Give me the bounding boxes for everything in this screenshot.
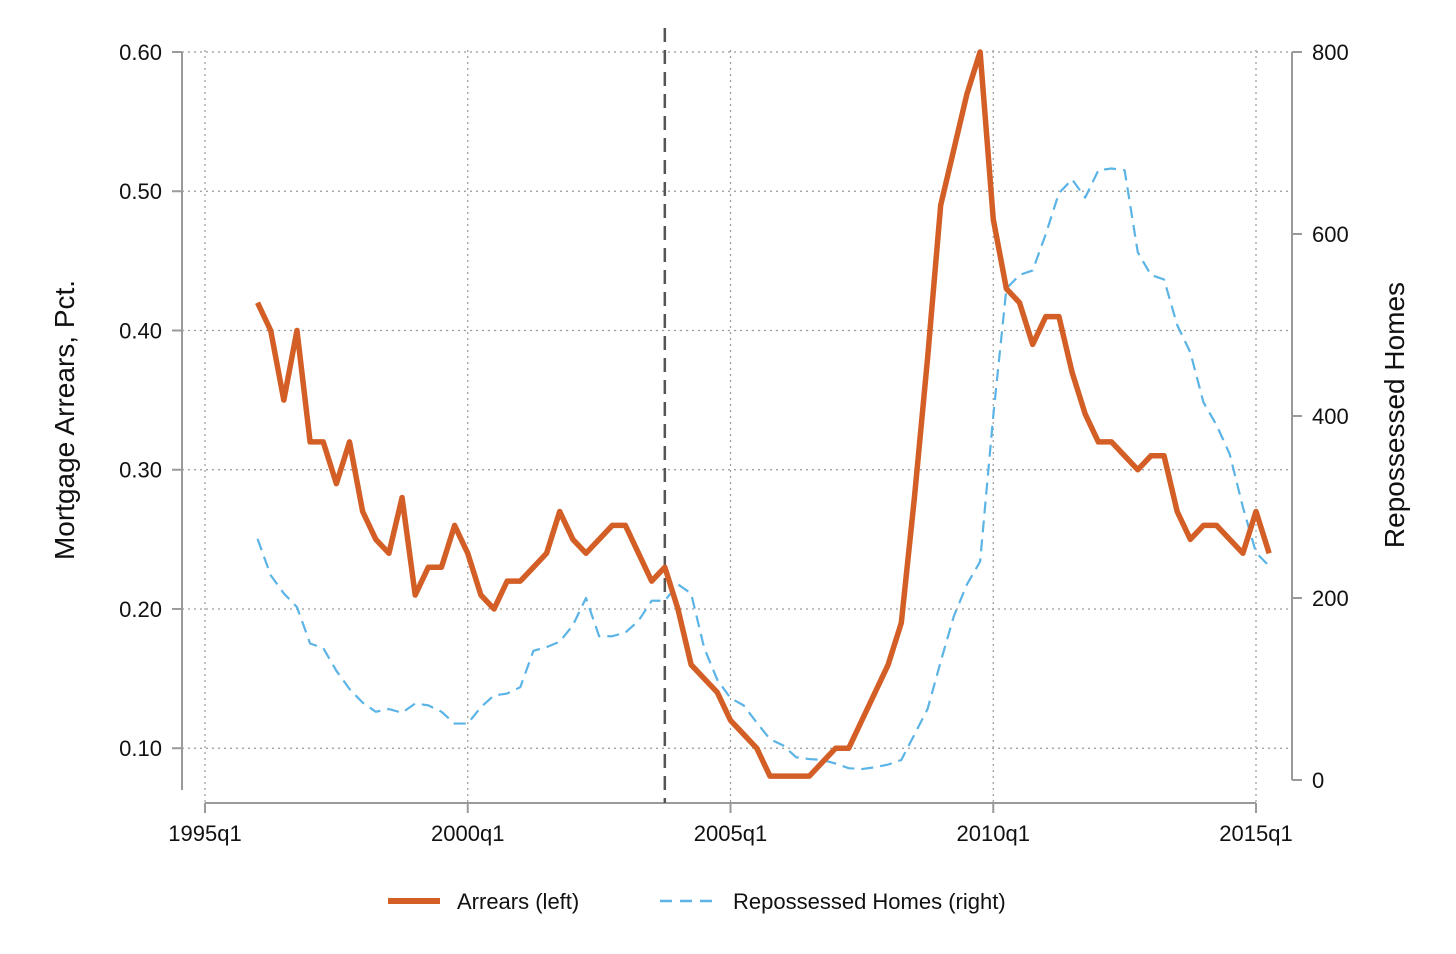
right-tick-label: 400 — [1312, 404, 1349, 429]
series-lines — [255, 49, 1272, 779]
bottom-tick-label: 2015q1 — [1219, 821, 1292, 846]
left-tick-label: 0.50 — [119, 179, 162, 204]
axes — [172, 51, 1302, 813]
grid-lines — [182, 50, 1292, 803]
left-axis-title: Mortgage Arrears, Pct. — [49, 280, 80, 560]
left-tick-label: 0.30 — [119, 458, 162, 483]
legend-label-arrears: Arrears (left) — [457, 889, 579, 914]
right-tick-label: 800 — [1312, 40, 1349, 65]
bottom-tick-label: 2000q1 — [431, 821, 504, 846]
repossessed-homes-line — [256, 167, 1270, 771]
legend-label-repossessed: Repossessed Homes (right) — [733, 889, 1006, 914]
left-tick-label: 0.60 — [119, 40, 162, 65]
left-tick-label: 0.20 — [119, 597, 162, 622]
arrears-line — [255, 49, 1272, 779]
left-tick-label: 0.40 — [119, 318, 162, 343]
bottom-tick-label: 2010q1 — [957, 821, 1030, 846]
right-tick-label: 200 — [1312, 586, 1349, 611]
right-axis-title: Repossessed Homes — [1379, 282, 1410, 548]
right-tick-label: 0 — [1312, 768, 1324, 793]
bottom-tick-label: 2005q1 — [694, 821, 767, 846]
tick-labels: 0.10 0.20 0.30 0.40 0.50 0.60 0 200 400 600 800 199… — [119, 40, 1349, 846]
bottom-tick-label: 1995q1 — [168, 821, 241, 846]
left-tick-label: 0.10 — [119, 736, 162, 761]
legend: Arrears (left) Repossessed Homes (right) — [388, 889, 1006, 914]
right-tick-label: 600 — [1312, 222, 1349, 247]
